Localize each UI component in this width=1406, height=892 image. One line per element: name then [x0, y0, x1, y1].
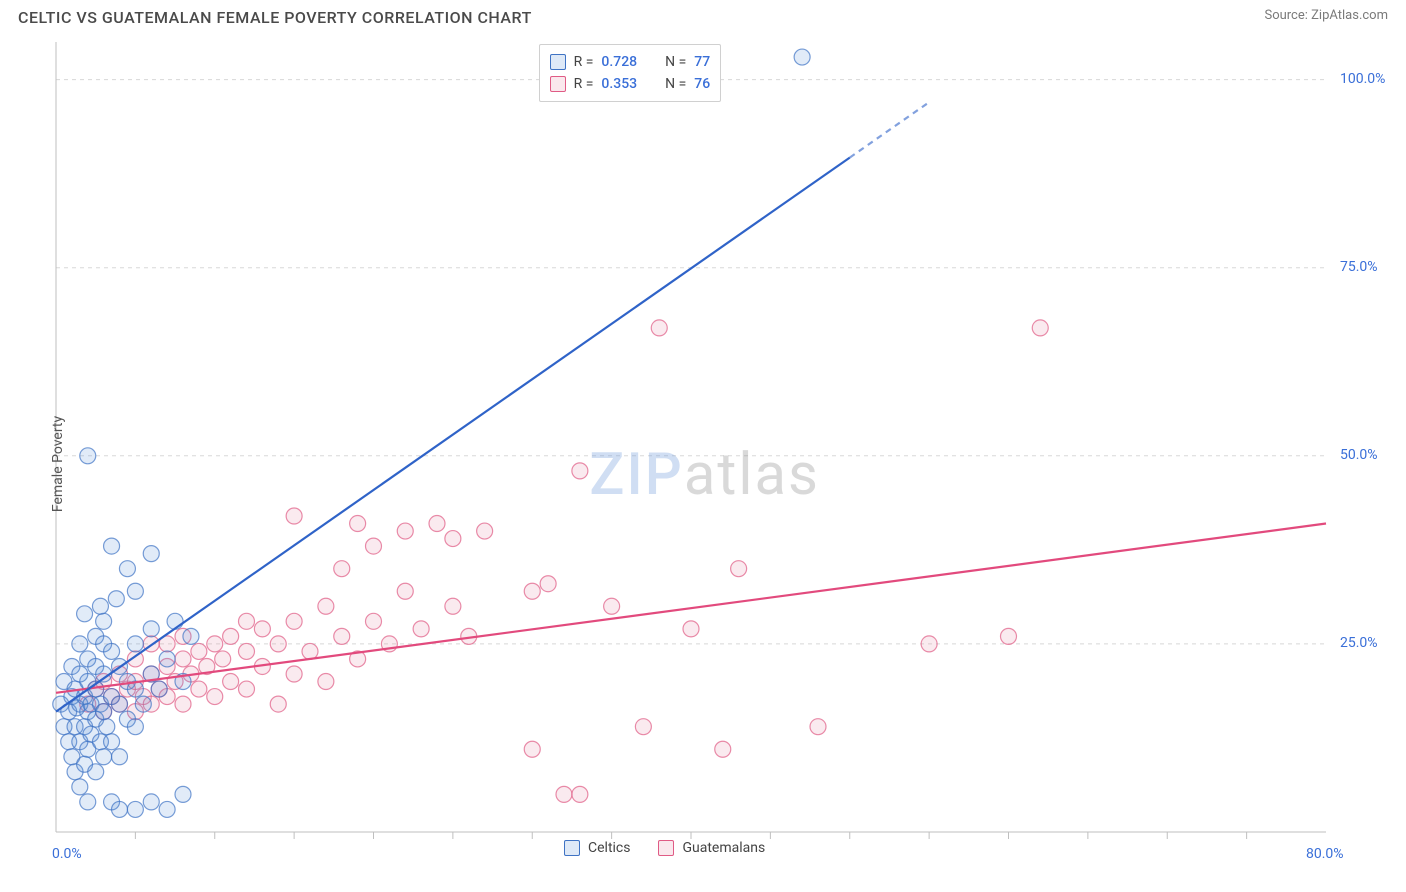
- stat-row: R = 0.728 N = 77: [550, 51, 711, 73]
- y-tick-label: 50.0%: [1340, 447, 1378, 463]
- stat-row: R = 0.353 N = 76: [550, 73, 711, 95]
- stat-n-value: 77: [694, 51, 710, 73]
- x-max-label: 80.0%: [1306, 846, 1344, 862]
- stat-r-label: R =: [574, 51, 594, 73]
- chart-header: CELTIC VS GUATEMALAN FEMALE POVERTY CORR…: [0, 0, 1406, 31]
- y-tick-label: 100.0%: [1340, 71, 1385, 87]
- legend-label: Celtics: [588, 840, 630, 856]
- legend-label: Guatemalans: [682, 840, 765, 856]
- chart-title: CELTIC VS GUATEMALAN FEMALE POVERTY CORR…: [18, 8, 532, 27]
- chart-area: Female Poverty ZIPatlas R = 0.728N = 77R…: [0, 36, 1406, 892]
- y-tick-label: 25.0%: [1340, 635, 1378, 651]
- stat-n-label: N =: [665, 73, 686, 95]
- legend-item: Celtics: [564, 840, 630, 856]
- legend-item: Guatemalans: [658, 840, 765, 856]
- y-axis-label: Female Poverty: [50, 416, 66, 512]
- legend-swatch: [564, 840, 580, 856]
- correlation-stats-box: R = 0.728 N = 77 R = 0.353 N = 76: [539, 44, 722, 102]
- series-swatch: [550, 76, 566, 92]
- chart-source: Source: ZipAtlas.com: [1264, 8, 1388, 23]
- stat-n-label: N =: [665, 51, 686, 73]
- series-swatch: [550, 54, 566, 70]
- x-origin-label: 0.0%: [52, 846, 82, 862]
- y-tick-label: 75.0%: [1340, 259, 1378, 275]
- stat-r-value: 0.728: [601, 51, 637, 73]
- chart-legend: Celtics Guatemalans: [564, 840, 765, 856]
- legend-swatch: [658, 840, 674, 856]
- stat-r-label: R =: [574, 73, 594, 95]
- stat-n-value: 76: [694, 73, 710, 95]
- scatter-chart: [0, 36, 1406, 882]
- stat-r-value: 0.353: [601, 73, 637, 95]
